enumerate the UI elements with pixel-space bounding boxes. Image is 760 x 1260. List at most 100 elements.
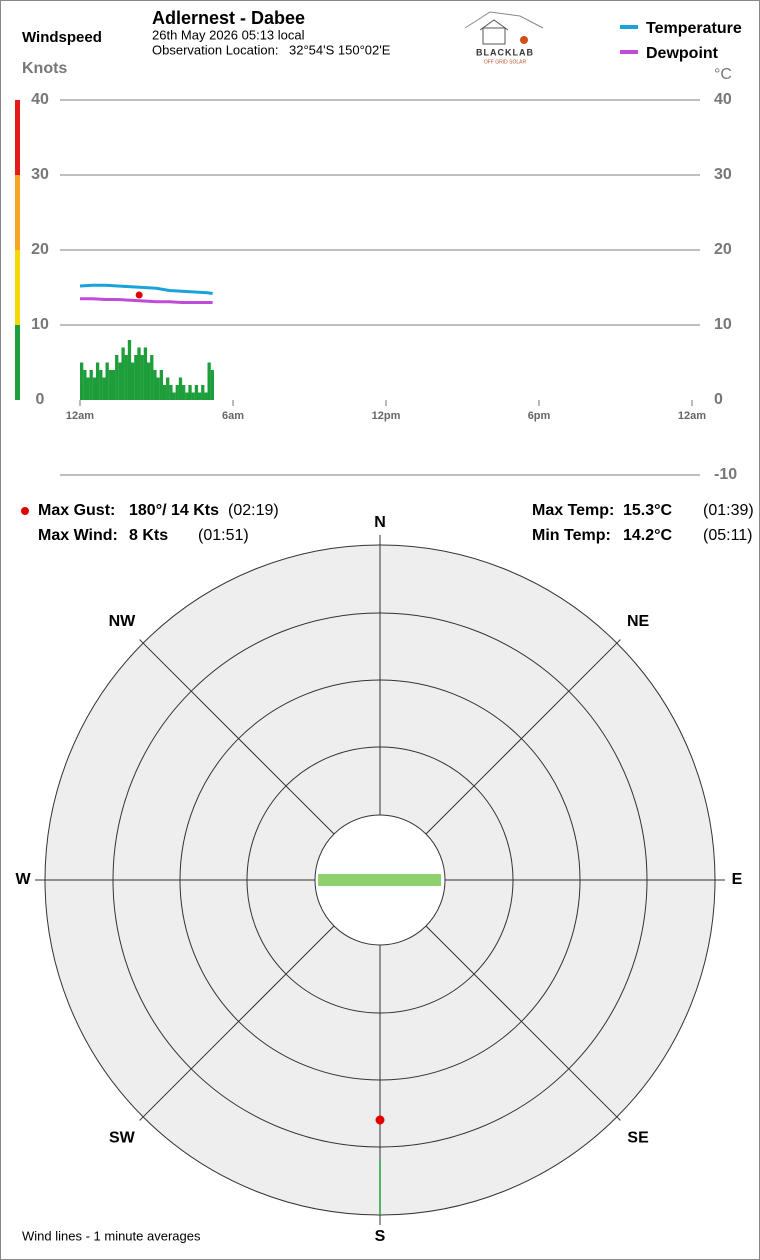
x-tick-label: 12am — [66, 410, 94, 422]
stat-min-temp: 14.2°C — [623, 527, 673, 544]
stat-max-wind-time: (01:51) — [198, 527, 249, 544]
y-tick-label: 40 — [31, 91, 49, 108]
wind-bar — [80, 362, 84, 400]
legend-label: Temperature — [646, 20, 742, 37]
wind-bar — [95, 362, 100, 400]
y2-tick-label: 10 — [714, 316, 732, 333]
logo-sub: OFF GRID SOLAR — [484, 59, 527, 65]
y2-tick-label: 30 — [714, 166, 732, 183]
stat-max-wind-label: Max Wind: — [38, 527, 118, 544]
y-tick-label: 10 — [31, 316, 49, 333]
location-label: Observation Location: — [152, 42, 278, 57]
stat-max-temp-label: Max Temp: — [532, 502, 614, 519]
y2-tick-label: 0 — [714, 391, 723, 408]
stat-max-gust-time: (02:19) — [228, 502, 279, 519]
wind-bar — [197, 392, 202, 400]
wind-bar — [175, 385, 179, 400]
rose-spoke — [139, 639, 335, 835]
rose-calm-bar — [318, 874, 441, 886]
date: 26th May 2026 05:13 local — [152, 27, 305, 42]
stat-min-temp-time: (05:11) — [703, 527, 753, 544]
speed-scale — [15, 100, 20, 400]
logo-text: BLACKLAB — [476, 47, 534, 57]
rose-spoke — [425, 639, 621, 835]
wind-bar — [166, 377, 170, 400]
stat-max-gust-label: Max Gust: — [38, 502, 115, 519]
wind-bar — [172, 392, 176, 400]
wind-bar — [201, 385, 205, 400]
wind-bar — [169, 385, 173, 400]
wind-bar — [156, 377, 160, 400]
wind-bar — [121, 347, 125, 400]
x-tick-label: 12pm — [372, 410, 401, 422]
x-tick-label: 6pm — [528, 410, 551, 422]
stat-max-temp: 15.3°C — [623, 502, 673, 519]
wind-bar — [178, 377, 183, 400]
series-line — [80, 297, 213, 304]
wind-bar — [207, 362, 211, 400]
x-tick-label: 6am — [222, 410, 244, 422]
y-title: Windspeed — [22, 29, 102, 46]
y2-unit: °C — [714, 66, 732, 83]
rose-direction-label: W — [15, 871, 31, 888]
wind-bar — [134, 355, 138, 400]
rose-spoke — [139, 925, 335, 1121]
stat-max-temp-time: (01:39) — [703, 502, 754, 519]
wind-bar — [127, 340, 132, 400]
wind-bar — [191, 392, 195, 400]
wind-bar — [89, 370, 93, 400]
series-line — [79, 283, 213, 295]
title: Adlernest - Dabee — [152, 8, 305, 28]
stat-min-temp-label: Min Temp: — [532, 527, 611, 544]
wind-bar — [153, 370, 157, 400]
rose-gust — [375, 1115, 385, 1125]
gust-point — [135, 291, 143, 299]
wind-bar — [150, 355, 154, 400]
y-tick-label: 30 — [31, 166, 49, 183]
wind-bar — [131, 362, 135, 400]
rose-direction-label: S — [375, 1228, 386, 1245]
wind-bar — [108, 370, 112, 400]
rose-direction-label: NE — [627, 613, 650, 630]
footer: Wind lines - 1 minute averages — [22, 1228, 201, 1243]
y2-tick-label: 40 — [714, 91, 732, 108]
wind-bar — [159, 370, 163, 400]
rose-spoke — [425, 925, 621, 1121]
wind-bar — [105, 362, 109, 400]
wind-bar — [143, 347, 148, 400]
wind-bar — [146, 362, 151, 400]
y2-tick-label: -10 — [714, 466, 737, 483]
wind-bar — [185, 392, 189, 400]
wind-bar — [111, 370, 116, 400]
gust-icon — [21, 507, 29, 515]
wind-bar — [102, 377, 106, 400]
wind-bar — [86, 377, 90, 400]
logo: BLACKLAB OFF GRID SOLAR — [464, 11, 544, 65]
y-unit: Knots — [22, 60, 67, 77]
rose-direction-label: E — [732, 871, 743, 888]
wind-bar — [182, 385, 186, 400]
wind-bar — [194, 385, 199, 400]
wind-bar — [124, 355, 128, 400]
wind-bar — [92, 377, 97, 400]
wind-bar — [118, 362, 122, 400]
wind-bar — [162, 385, 167, 400]
legend-label: Dewpoint — [646, 45, 719, 62]
wind-bar — [140, 355, 144, 400]
location: 32°54'S 150°02'E — [289, 42, 391, 57]
wind-bar — [99, 370, 103, 400]
wind-bar — [204, 392, 208, 400]
stat-max-wind: 8 Kts — [129, 527, 168, 544]
wind-bar — [83, 370, 87, 400]
stat-max-gust: 180°/ 14 Kts — [129, 502, 219, 519]
wind-bar — [210, 370, 214, 400]
y2-tick-label: 20 — [714, 241, 732, 258]
wind-bar — [188, 385, 192, 400]
y-tick-label: 20 — [31, 241, 49, 258]
rose-direction-label: N — [374, 514, 386, 531]
y-tick-label: 0 — [36, 391, 45, 408]
rose-direction-label: NW — [109, 613, 137, 630]
wind-bar — [137, 347, 141, 400]
rose-direction-label: SW — [109, 1129, 136, 1146]
